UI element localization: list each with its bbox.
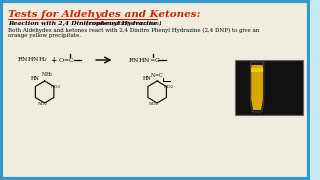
- Text: NO$_2$: NO$_2$: [37, 100, 48, 108]
- Text: Tests for Aldehydes and Ketones:: Tests for Aldehydes and Ketones:: [8, 10, 200, 19]
- Polygon shape: [251, 68, 263, 72]
- Text: O$\!=\!$C: O$\!=\!$C: [58, 56, 76, 64]
- Text: N$\!=\!$C: N$\!=\!$C: [150, 71, 164, 79]
- Text: RNHNH$_2$: RNHNH$_2$: [18, 56, 48, 64]
- Bar: [235, 60, 303, 115]
- Text: HN: HN: [31, 75, 40, 80]
- Text: Both Aldehydes and ketones react with 2,4 Dinitro Phenyl Hydrazine (2,4 DNP) to : Both Aldehydes and ketones react with 2,…: [8, 28, 259, 33]
- Text: Reaction with 2,4 Dinitrophenyl Hydrazine :: Reaction with 2,4 Dinitrophenyl Hydrazin…: [8, 21, 161, 26]
- Text: NO$_2$: NO$_2$: [163, 83, 174, 91]
- Text: NO$_2$: NO$_2$: [51, 83, 61, 91]
- Polygon shape: [250, 62, 264, 112]
- Text: HN: HN: [143, 75, 151, 80]
- Polygon shape: [251, 65, 263, 110]
- Text: (condensation reaction): (condensation reaction): [84, 21, 162, 26]
- Text: +: +: [51, 55, 57, 64]
- Text: RNHN$\!=\!$C: RNHN$\!=\!$C: [128, 56, 161, 64]
- Text: NH$_2$: NH$_2$: [41, 71, 53, 79]
- Text: NO$_2$: NO$_2$: [148, 100, 160, 108]
- Text: orange yellow precipitate.: orange yellow precipitate.: [8, 33, 81, 38]
